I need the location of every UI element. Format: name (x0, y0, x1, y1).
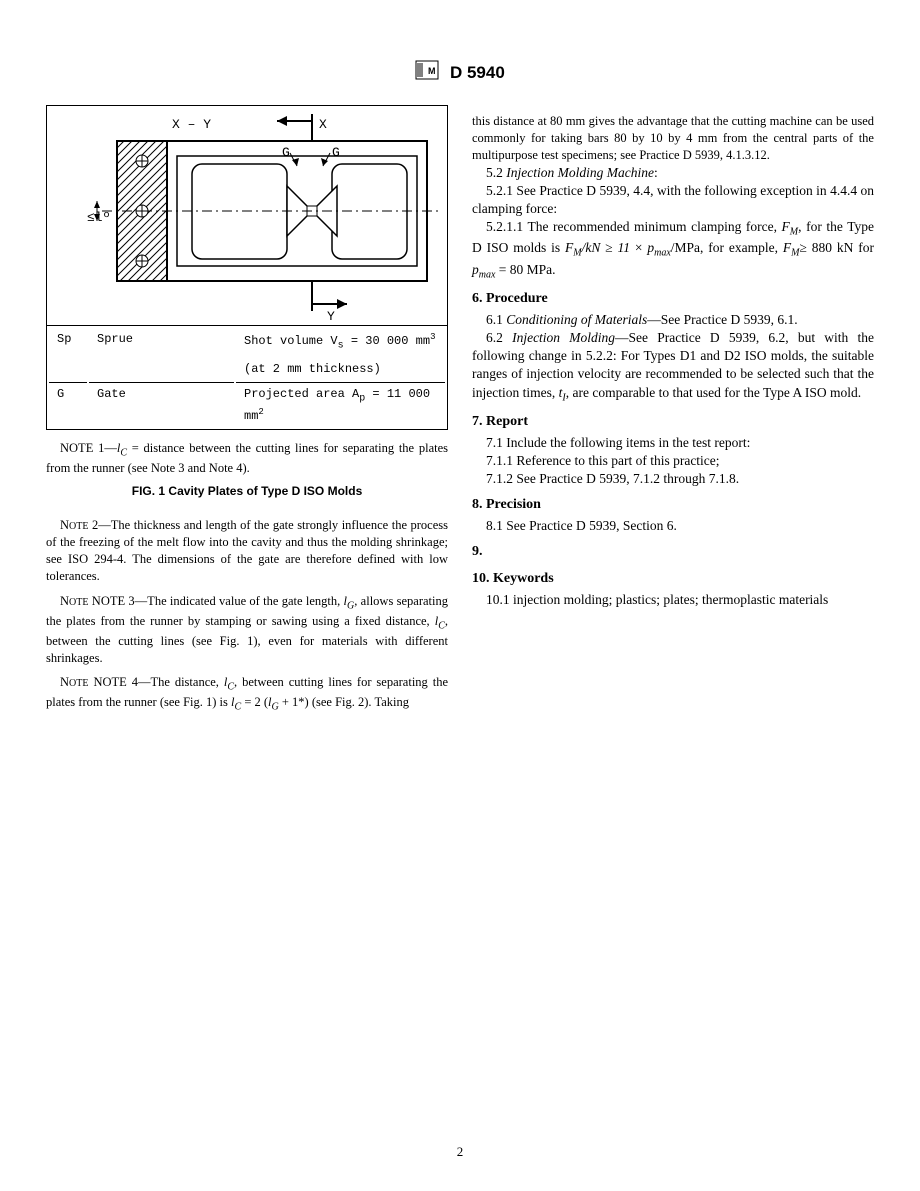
section-5-2: 5.2 Injection Molding Machine: (472, 164, 874, 182)
svg-text:X: X (319, 117, 327, 132)
section-6-title: 6. Procedure (472, 290, 874, 309)
section-5-2-1: 5.2.1 See Practice D 5939, 4.4, with the… (472, 182, 874, 218)
xy-label: X – Y (172, 117, 211, 132)
svg-text:G: G (282, 145, 290, 160)
figure-diagram: X – Y X (47, 106, 447, 326)
section-10-1: 10.1 injection molding; plastics; plates… (472, 591, 874, 609)
section-7-1-2: 7.1.2 See Practice D 5939, 7.1.2 through… (472, 470, 874, 488)
svg-text:G: G (332, 145, 340, 160)
figure-1-box: X – Y X (46, 105, 448, 430)
page-header: M D 5940 (46, 60, 874, 87)
legend-sp-code: Sp (49, 328, 87, 356)
continuation-paragraph: this distance at 80 mm gives the advanta… (472, 113, 874, 164)
section-5-2-1-1: 5.2.1.1 The recommended minimum clamping… (472, 218, 874, 282)
content-columns: X – Y X (46, 105, 874, 714)
svg-text:Y: Y (327, 309, 335, 324)
section-10-title: 10. Keywords (472, 570, 874, 589)
figure-caption: FIG. 1 Cavity Plates of Type D ISO Molds (46, 483, 448, 499)
section-9-title: 9. (472, 543, 874, 562)
figure-legend-table: Sp Sprue Shot volume Vs = 30 000 mm3 (at… (47, 326, 447, 429)
section-7-1-1: 7.1.1 Reference to this part of this pra… (472, 452, 874, 470)
note-4: NOTE NOTE 4—The distance, lC, between cu… (46, 674, 448, 714)
page-number: 2 (457, 1143, 464, 1161)
section-7-title: 7. Report (472, 413, 874, 432)
right-column: this distance at 80 mm gives the advanta… (472, 105, 874, 714)
section-6-1: 6.1 Conditioning of Materials—See Practi… (472, 311, 874, 329)
legend-shot-volume: Shot volume Vs = 30 000 mm3 (236, 328, 445, 356)
note-3: NOTE NOTE 3—The indicated value of the g… (46, 593, 448, 667)
left-column: X – Y X (46, 105, 448, 714)
legend-sp-text: Sprue (89, 328, 234, 356)
section-8-title: 8. Precision (472, 496, 874, 515)
section-7-1: 7.1 Include the following items in the t… (472, 434, 874, 452)
legend-g-text: Gate (89, 382, 234, 427)
section-8-1: 8.1 See Practice D 5939, Section 6. (472, 517, 874, 535)
note-1: NOTE 1—lC = distance between the cutting… (46, 440, 448, 477)
designation-number: D 5940 (450, 63, 505, 82)
svg-text:≤lº: ≤lº (87, 210, 110, 225)
legend-thickness: (at 2 mm thickness) (236, 358, 445, 380)
astm-logo: M (415, 60, 439, 87)
legend-projected-area: Projected area Ap = 11 000 mm2 (236, 382, 445, 427)
legend-g-code: G (49, 382, 87, 427)
svg-text:M: M (428, 66, 436, 76)
section-6-2: 6.2 Injection Molding—See Practice D 593… (472, 329, 874, 405)
note-2: NOTE NOTE 2—The thickness and length of … (46, 517, 448, 585)
